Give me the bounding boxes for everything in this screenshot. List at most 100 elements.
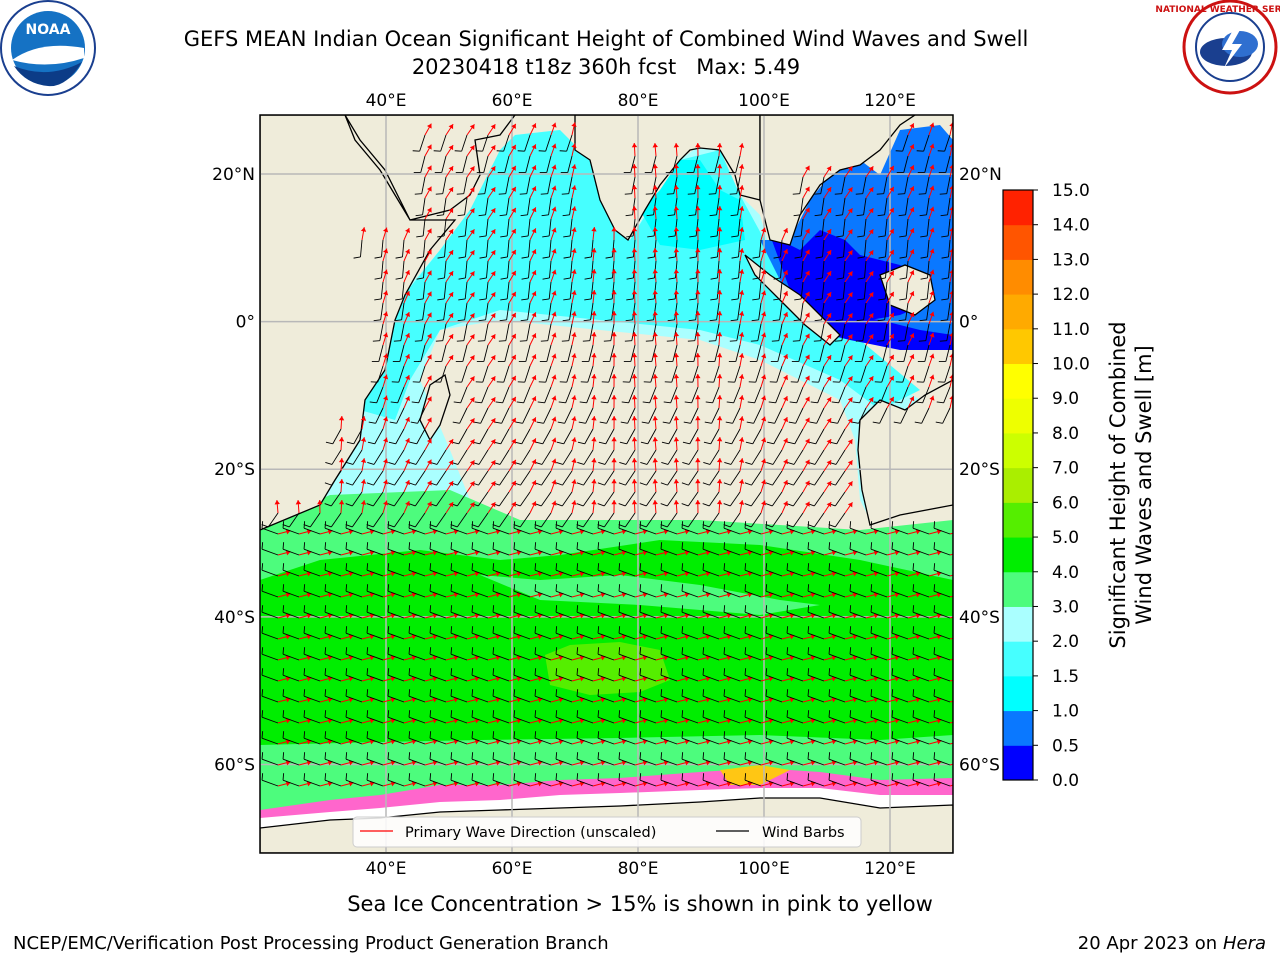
wind-barb-flag-871	[324, 773, 327, 781]
wave-arrowhead-176	[909, 270, 915, 276]
wind-barb-662	[786, 632, 804, 640]
wind-barb-872	[345, 779, 363, 787]
wind-barb-flag-209	[414, 340, 422, 342]
wave-arrowhead-66	[847, 187, 853, 193]
wave-arrowhead-270	[531, 354, 537, 360]
wave-arrow-900	[949, 784, 953, 787]
wave-arrowhead-403	[531, 459, 537, 465]
wind-barb-734	[912, 674, 930, 682]
wave-arrowhead-44	[847, 166, 853, 172]
wind-barb-flag-81	[647, 235, 655, 238]
wind-barb-142	[780, 260, 783, 278]
wind-barb-244	[567, 344, 573, 362]
wind-barb-flag-706	[324, 668, 327, 676]
wind-barb-141	[759, 260, 762, 278]
sea-ice-note: Sea Ice Concentration > 15% is shown in …	[347, 892, 933, 916]
wave-arrowhead-275	[631, 353, 638, 358]
wind-barb-flag-532	[828, 542, 831, 550]
wind-barb-flag-714	[492, 668, 495, 676]
wind-barb-125	[423, 260, 426, 278]
wind-barb-447	[330, 512, 342, 528]
wind-barb-282	[776, 365, 783, 383]
wind-barb-676	[387, 653, 405, 661]
wind-barb-flag-208	[393, 340, 401, 342]
wind-barb-203	[884, 302, 888, 320]
wind-barb-250	[693, 344, 699, 362]
wind-barb-527	[723, 548, 741, 556]
wind-barb-235	[378, 344, 384, 362]
wave-arrowhead-79	[571, 206, 577, 212]
wind-barb-flag-337	[788, 421, 796, 424]
wind-barb-flag-535	[891, 542, 894, 550]
wave-arrowhead-255	[805, 333, 810, 339]
wave-arrowhead-93	[949, 206, 953, 211]
wind-barb-flag-454	[471, 524, 479, 528]
wind-barb-677	[408, 653, 426, 661]
wind-barb-flag-231	[876, 340, 884, 342]
wave-arrowhead-382	[611, 437, 617, 442]
wind-barb-158	[527, 281, 531, 299]
wave-arrowhead-375	[469, 439, 475, 445]
wave-arrowhead-91	[909, 207, 915, 213]
wind-barb-770	[282, 716, 300, 724]
wind-barb-flag-67	[856, 214, 864, 217]
wave-arrowhead-280	[738, 353, 745, 358]
wave-arrowhead-312	[847, 376, 853, 382]
wind-barb-flag-756	[681, 689, 684, 697]
wind-barb-834	[933, 737, 951, 745]
wind-barb-flag-160	[563, 298, 571, 301]
wind-barb-660	[744, 632, 762, 640]
wind-barb-flag-367	[808, 441, 816, 445]
wave-arrowhead-338	[826, 397, 832, 403]
wind-barb-459	[582, 512, 594, 528]
chart-subtitle: 20230418 t18z 360h fcst Max: 5.49	[411, 55, 801, 79]
wind-barb-flag-215	[540, 340, 548, 342]
wind-barb-flag-514	[450, 542, 453, 550]
wind-barb-flag-702	[933, 647, 936, 655]
wind-barb-flag-206	[940, 319, 948, 322]
wind-barb-198	[779, 302, 783, 320]
wind-barb-420	[351, 491, 363, 507]
wind-barb-895	[828, 779, 846, 787]
wind-barb-388	[730, 449, 741, 465]
wave-arrowhead-410	[673, 458, 680, 463]
wind-barb-201	[842, 302, 846, 320]
wind-barb-flag-654	[618, 626, 621, 634]
wind-barb-flag-590	[660, 584, 663, 592]
wind-barb-218	[610, 323, 615, 341]
wind-barb-440	[771, 491, 783, 507]
wind-barb-760	[765, 695, 783, 703]
wind-barb-606	[303, 611, 321, 619]
wind-barb-flag-542	[345, 563, 348, 571]
wind-barb-530	[786, 548, 804, 556]
wave-arrowhead-250	[695, 332, 701, 337]
wind-barb-flag-58	[625, 214, 633, 217]
wave-arrowhead-147	[889, 249, 894, 255]
sumatra	[744, 254, 841, 346]
wave-arrowhead-307	[738, 374, 745, 379]
wind-barb-882	[555, 779, 573, 787]
wind-barb-flag-134	[605, 277, 613, 280]
wind-barb-700	[891, 653, 909, 661]
wind-barb-flag-83	[689, 235, 697, 238]
wind-barb-776	[408, 716, 426, 724]
wave-arrowhead-363	[738, 416, 745, 421]
wave-arrowhead-131	[551, 248, 557, 254]
wind-barb-flag-526	[702, 542, 705, 550]
wind-barb-flag-204	[898, 319, 906, 322]
wind-barb-52	[464, 197, 468, 215]
wind-barb-115	[801, 239, 804, 257]
wave-arrowhead-257	[847, 334, 853, 340]
wind-barb-812	[471, 737, 489, 745]
wind-barb-445	[288, 512, 300, 528]
colorbar-tick-8: 6.0	[1052, 493, 1079, 513]
wave-arrowhead-29	[448, 166, 454, 172]
wave-arrowhead-41	[738, 164, 745, 169]
wind-barb-348	[395, 428, 405, 445]
wind-barb-flag-369	[325, 461, 333, 465]
wave-arrowhead-28	[426, 165, 432, 171]
wind-barb-flag-626	[723, 605, 726, 613]
wave-arrowhead-449	[383, 500, 389, 506]
wind-barb-flag-559	[702, 563, 705, 571]
wind-barb-195	[716, 302, 720, 320]
